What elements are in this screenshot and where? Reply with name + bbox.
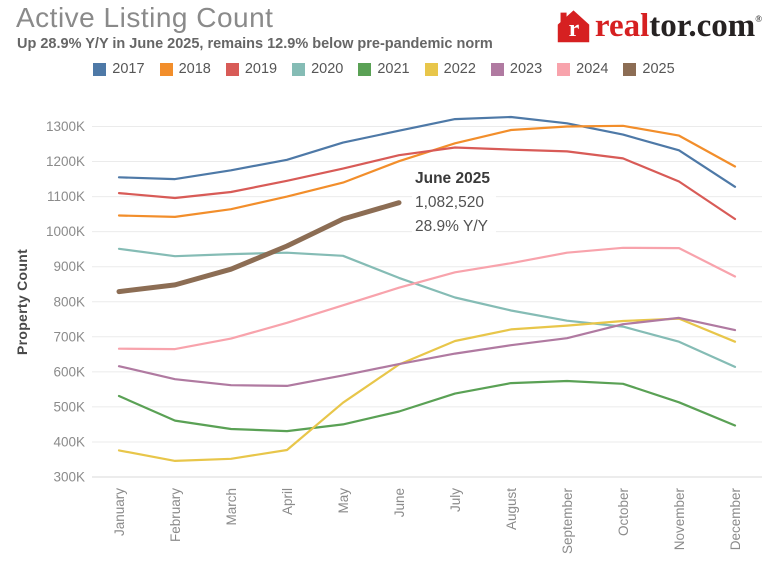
legend-swatch-2018 [159,62,173,76]
legend-label: 2021 [377,61,410,77]
x-tick-april: April [280,488,295,515]
legend-label: 2017 [112,61,145,77]
y-tick-1000K: 1000K [46,224,85,239]
legend-item-2022[interactable]: 2022 [424,61,476,77]
y-tick-500K: 500K [53,399,85,414]
legend-item-2024[interactable]: 2024 [557,61,608,77]
series-line-2022[interactable] [117,317,737,462]
registered-mark: ® [755,14,762,24]
legend-label: 2020 [311,61,344,77]
page-title: Active Listing Count [16,2,274,33]
legend-swatch-2024 [557,62,571,76]
y-tick-300K: 300K [53,470,85,485]
x-tick-january: January [112,488,127,536]
series-line-2021[interactable] [117,379,737,433]
legend-label: 2025 [642,61,675,77]
y-axis-label: Property Count [14,249,30,355]
y-tick-1200K: 1200K [46,154,85,169]
legend-swatch-2019 [225,62,239,76]
legend-item-2025[interactable]: 2025 [623,61,675,77]
series-line-2017[interactable] [117,115,737,188]
realtor-logo: r real tor.com ® [555,8,762,45]
logo-text-real: real [594,8,650,44]
legend-swatch-2021 [358,62,372,76]
series-line-2024[interactable] [117,246,737,351]
x-tick-may: May [336,488,351,514]
y-tick-400K: 400K [53,434,85,449]
legend-item-2023[interactable]: 2023 [490,61,543,77]
legend-swatch-2017 [93,62,107,76]
y-tick-600K: 600K [53,364,85,379]
series-line-2020[interactable] [117,247,737,368]
legend: 2017 2018 2019 2020 2021 2022 2023 2024 2025 [0,61,768,77]
legend-label: 2022 [443,61,476,77]
x-tick-august: August [504,488,519,530]
legend-item-2018[interactable]: 2018 [159,61,211,77]
legend-label: 2018 [178,61,211,77]
y-tick-1100K: 1100K [47,189,85,204]
series-line-2019[interactable] [117,146,737,221]
logo-text-torcom: tor.com [649,8,756,44]
x-tick-march: March [224,488,239,526]
series-line-2025[interactable] [116,200,402,295]
x-tick-february: February [168,488,183,542]
legend-label: 2019 [244,61,278,77]
legend-swatch-2023 [490,62,504,76]
realtor-house-icon: r [557,10,590,43]
legend-swatch-2025 [623,62,637,76]
legend-item-2020[interactable]: 2020 [292,61,343,77]
series-line-2023[interactable] [117,316,737,387]
june-2025-annotation: June 2025 1,082,520 28.9% Y/Y [412,168,496,245]
legend-label: 2024 [576,61,609,77]
x-tick-july: July [448,488,463,512]
annotation-count: 1,082,520 [415,194,484,211]
x-tick-november: November [672,488,687,551]
y-tick-1300K: 1300K [46,119,85,134]
x-tick-december: December [728,488,743,551]
legend-swatch-2020 [292,62,306,76]
svg-text:r: r [569,16,580,42]
legend-item-2021[interactable]: 2021 [358,61,410,77]
y-tick-800K: 800K [53,294,85,309]
y-tick-700K: 700K [53,329,85,344]
legend-swatch-2022 [424,62,438,76]
legend-item-2019[interactable]: 2019 [225,61,278,77]
legend-item-2017[interactable]: 2017 [93,61,145,77]
chart-subtitle: Up 28.9% Y/Y in June 2025, remains 12.9%… [17,36,493,52]
x-tick-june: June [392,488,407,517]
y-tick-900K: 900K [53,259,85,274]
x-tick-october: October [616,488,631,537]
x-tick-september: September [560,488,575,555]
annotation-yoy: 28.9% Y/Y [415,218,488,235]
legend-label: 2023 [509,61,543,77]
annotation-month: June 2025 [415,170,490,187]
